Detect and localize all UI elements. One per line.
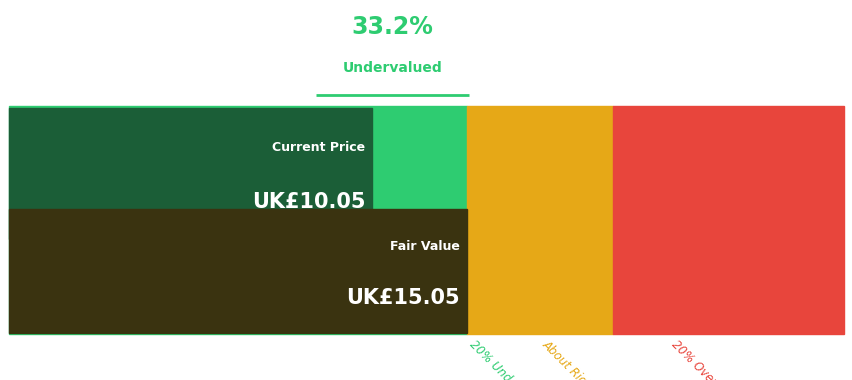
Text: About Right: About Right [538,338,597,380]
Text: 20% Undervalued: 20% Undervalued [466,338,550,380]
Bar [613,106,843,334]
Text: UK£10.05: UK£10.05 [251,192,365,212]
Text: Current Price: Current Price [272,141,365,154]
Text: 20% Overvalued: 20% Overvalued [668,338,746,380]
Bar [9,106,466,334]
Text: Fair Value: Fair Value [389,239,459,253]
Bar [466,106,613,334]
Text: 33.2%: 33.2% [351,14,433,39]
Text: Undervalued: Undervalued [343,62,441,75]
Bar [9,209,466,332]
Text: UK£15.05: UK£15.05 [346,288,459,308]
Bar [9,108,371,239]
